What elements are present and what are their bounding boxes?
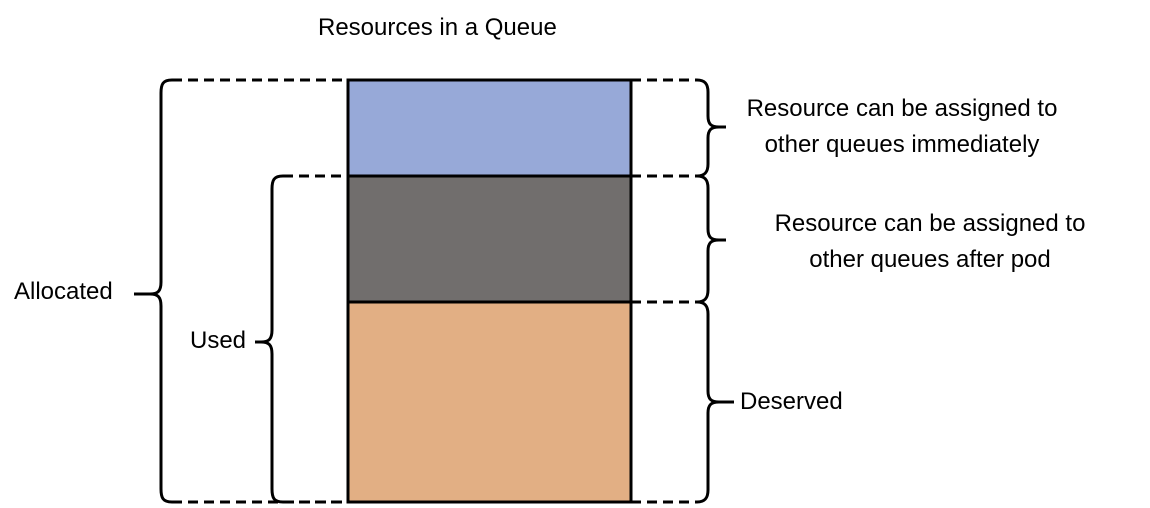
used-brace xyxy=(255,174,348,504)
diagram-title: Resources in a Queue xyxy=(318,14,557,41)
deserved-label: Deserved xyxy=(740,388,843,415)
reclaimable-resource-block xyxy=(346,174,633,304)
deserved-brace xyxy=(631,300,734,504)
used-label: Used xyxy=(190,327,247,354)
allocated-brace xyxy=(134,78,348,504)
after-pod-note-line-1: Resource can be assigned to xyxy=(774,210,1086,237)
allocated-label: Allocated xyxy=(14,278,113,305)
after-pod-note-line-2: other queues after pod xyxy=(809,246,1051,273)
free-resource-block xyxy=(346,78,633,178)
immediate-reassign-note: Resource can be assigned to other queues… xyxy=(722,91,1082,163)
after-pod-brace xyxy=(631,174,726,304)
immediate-note-line-2: other queues immediately xyxy=(764,131,1040,158)
after-pod-reassign-note: Resource can be assigned to other queues… xyxy=(750,206,1110,278)
deserved-resource-block xyxy=(346,300,633,504)
immediate-brace xyxy=(631,78,726,178)
immediate-note-line-1: Resource can be assigned to xyxy=(746,95,1058,122)
